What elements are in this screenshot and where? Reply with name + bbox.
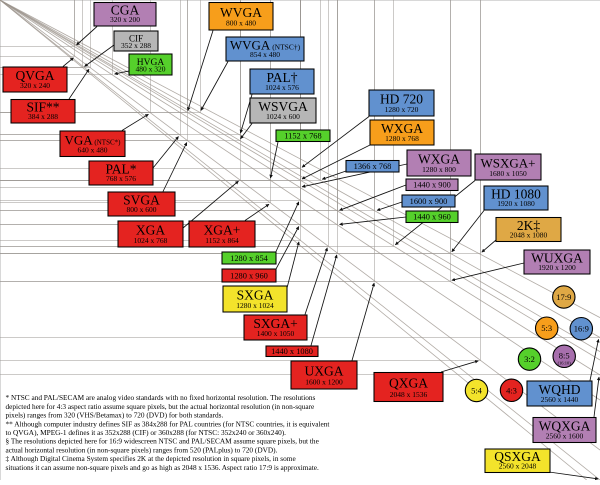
svg-text:actual horizontal resolution (: actual horizontal resolution (in non-squ… <box>6 445 278 454</box>
svg-text:480 x 320: 480 x 320 <box>136 65 166 74</box>
svg-text:854 x 480: 854 x 480 <box>250 50 280 59</box>
svg-text:HVGA: HVGA <box>137 58 165 68</box>
svg-text:WXGA: WXGA <box>381 121 423 136</box>
svg-text:WVGA: WVGA <box>220 5 262 20</box>
svg-text:4:3: 4:3 <box>506 385 517 395</box>
svg-text:SXGA: SXGA <box>237 288 274 303</box>
svg-text:1152 x 768: 1152 x 768 <box>284 132 321 141</box>
svg-text:640 x 480: 640 x 480 <box>78 145 108 154</box>
svg-text:1920 x 1080: 1920 x 1080 <box>497 199 535 208</box>
svg-text:XGA: XGA <box>136 223 165 238</box>
svg-text:‡ Although Digital Cinema Syst: ‡ Although Digital Cinema System specifi… <box>6 454 296 463</box>
svg-text:2560 x 2048: 2560 x 2048 <box>499 462 537 471</box>
svg-text:§ The resolutions depicted her: § The resolutions depicted here for 16:9… <box>6 437 319 446</box>
svg-text:1400 x 1050: 1400 x 1050 <box>257 329 295 338</box>
svg-text:WQXGA: WQXGA <box>539 419 591 434</box>
svg-text:352 x 288: 352 x 288 <box>121 41 151 50</box>
svg-text:3:2: 3:2 <box>524 354 535 364</box>
svg-text:800 x 480: 800 x 480 <box>226 19 256 28</box>
svg-text:16:9: 16:9 <box>574 324 589 334</box>
svg-text:2048 x 1080: 2048 x 1080 <box>510 231 548 240</box>
svg-text:1440 x 960: 1440 x 960 <box>413 213 451 222</box>
svg-text:5:3: 5:3 <box>541 323 552 333</box>
svg-text:320 x 200: 320 x 200 <box>110 15 140 24</box>
svg-text:2560 x 1600: 2560 x 1600 <box>546 432 584 441</box>
svg-text:1152 x 864: 1152 x 864 <box>205 236 239 245</box>
svg-text:(16:10): (16:10) <box>558 361 572 366</box>
svg-text:CGA: CGA <box>111 3 140 18</box>
svg-text:2560 x 1440: 2560 x 1440 <box>541 395 579 404</box>
svg-text:to QVGA), MPEG-1 defines it as: to QVGA), MPEG-1 defines it as 352x288 (… <box>6 428 287 437</box>
svg-text:1280 x 720: 1280 x 720 <box>385 105 419 114</box>
svg-text:SVGA: SVGA <box>123 193 160 208</box>
svg-text:situations it can assume non-s: situations it can assume non-square pixe… <box>6 463 319 472</box>
svg-text:PAL*: PAL* <box>105 162 136 177</box>
svg-text:pixels) ranges from 320 (VHS/B: pixels) ranges from 320 (VHS/Betamax) to… <box>6 411 224 420</box>
svg-text:5:4: 5:4 <box>471 386 483 396</box>
svg-text:QXGA: QXGA <box>389 376 428 391</box>
svg-text:VGA (NTSC*): VGA (NTSC*) <box>65 132 122 147</box>
svg-text:768 x 576: 768 x 576 <box>106 174 136 183</box>
svg-text:1024 x 576: 1024 x 576 <box>265 83 299 92</box>
svg-text:QSXGA: QSXGA <box>494 449 541 464</box>
svg-text:WXGA: WXGA <box>418 152 460 167</box>
svg-text:WSXGA+: WSXGA+ <box>481 156 536 171</box>
svg-text:QVGA: QVGA <box>16 68 55 83</box>
svg-text:PAL†: PAL† <box>266 70 297 85</box>
svg-text:UXGA: UXGA <box>305 364 344 379</box>
svg-text:384 x 288: 384 x 288 <box>28 112 58 121</box>
svg-text:1280 x 1024: 1280 x 1024 <box>236 301 274 310</box>
svg-text:HD 1080: HD 1080 <box>491 187 541 202</box>
svg-text:800 x 600: 800 x 600 <box>127 205 157 214</box>
svg-text:1600 x 1200: 1600 x 1200 <box>305 378 343 387</box>
svg-text:1440 x 900: 1440 x 900 <box>413 181 451 190</box>
svg-text:1600 x 900: 1600 x 900 <box>410 197 448 206</box>
svg-text:SXGA+: SXGA+ <box>253 316 297 331</box>
svg-text:SIF**: SIF** <box>26 100 59 115</box>
svg-text:WVGA (NTSC†): WVGA (NTSC†) <box>230 38 301 53</box>
svg-text:XGA+: XGA+ <box>204 223 241 238</box>
svg-text:HD 720: HD 720 <box>380 92 423 107</box>
svg-text:1024 x 600: 1024 x 600 <box>266 112 300 121</box>
svg-text:1280 x 960: 1280 x 960 <box>230 271 268 280</box>
svg-text:2K‡: 2K‡ <box>517 218 540 233</box>
svg-text:1280 x 854: 1280 x 854 <box>230 254 269 263</box>
svg-text:1920 x 1200: 1920 x 1200 <box>538 263 576 272</box>
svg-text:WQHD: WQHD <box>539 382 581 397</box>
svg-text:1440 x 1080: 1440 x 1080 <box>271 347 313 356</box>
svg-text:2048 x 1536: 2048 x 1536 <box>390 390 428 399</box>
svg-text:1680 x 1050: 1680 x 1050 <box>489 169 527 178</box>
svg-text:* NTSC and PAL/SECAM are analo: * NTSC and PAL/SECAM are analog video st… <box>6 393 316 402</box>
svg-text:depicted here for 4:3 aspect r: depicted here for 4:3 aspect ratio assum… <box>6 402 315 411</box>
svg-text:320 x 240: 320 x 240 <box>20 81 50 90</box>
svg-text:** Although computer industry: ** Although computer industry defines SI… <box>6 419 330 428</box>
svg-text:WSVGA: WSVGA <box>258 99 308 114</box>
svg-text:1280 x 800: 1280 x 800 <box>422 165 456 174</box>
svg-text:17:9: 17:9 <box>556 292 571 302</box>
svg-text:8:5: 8:5 <box>559 351 570 361</box>
svg-text:1024 x 768: 1024 x 768 <box>134 236 168 245</box>
svg-text:1280 x 768: 1280 x 768 <box>385 134 419 143</box>
svg-text:WUXGA: WUXGA <box>531 251 583 266</box>
svg-text:CIF: CIF <box>129 33 143 43</box>
svg-text:1366 x 768: 1366 x 768 <box>354 162 392 171</box>
